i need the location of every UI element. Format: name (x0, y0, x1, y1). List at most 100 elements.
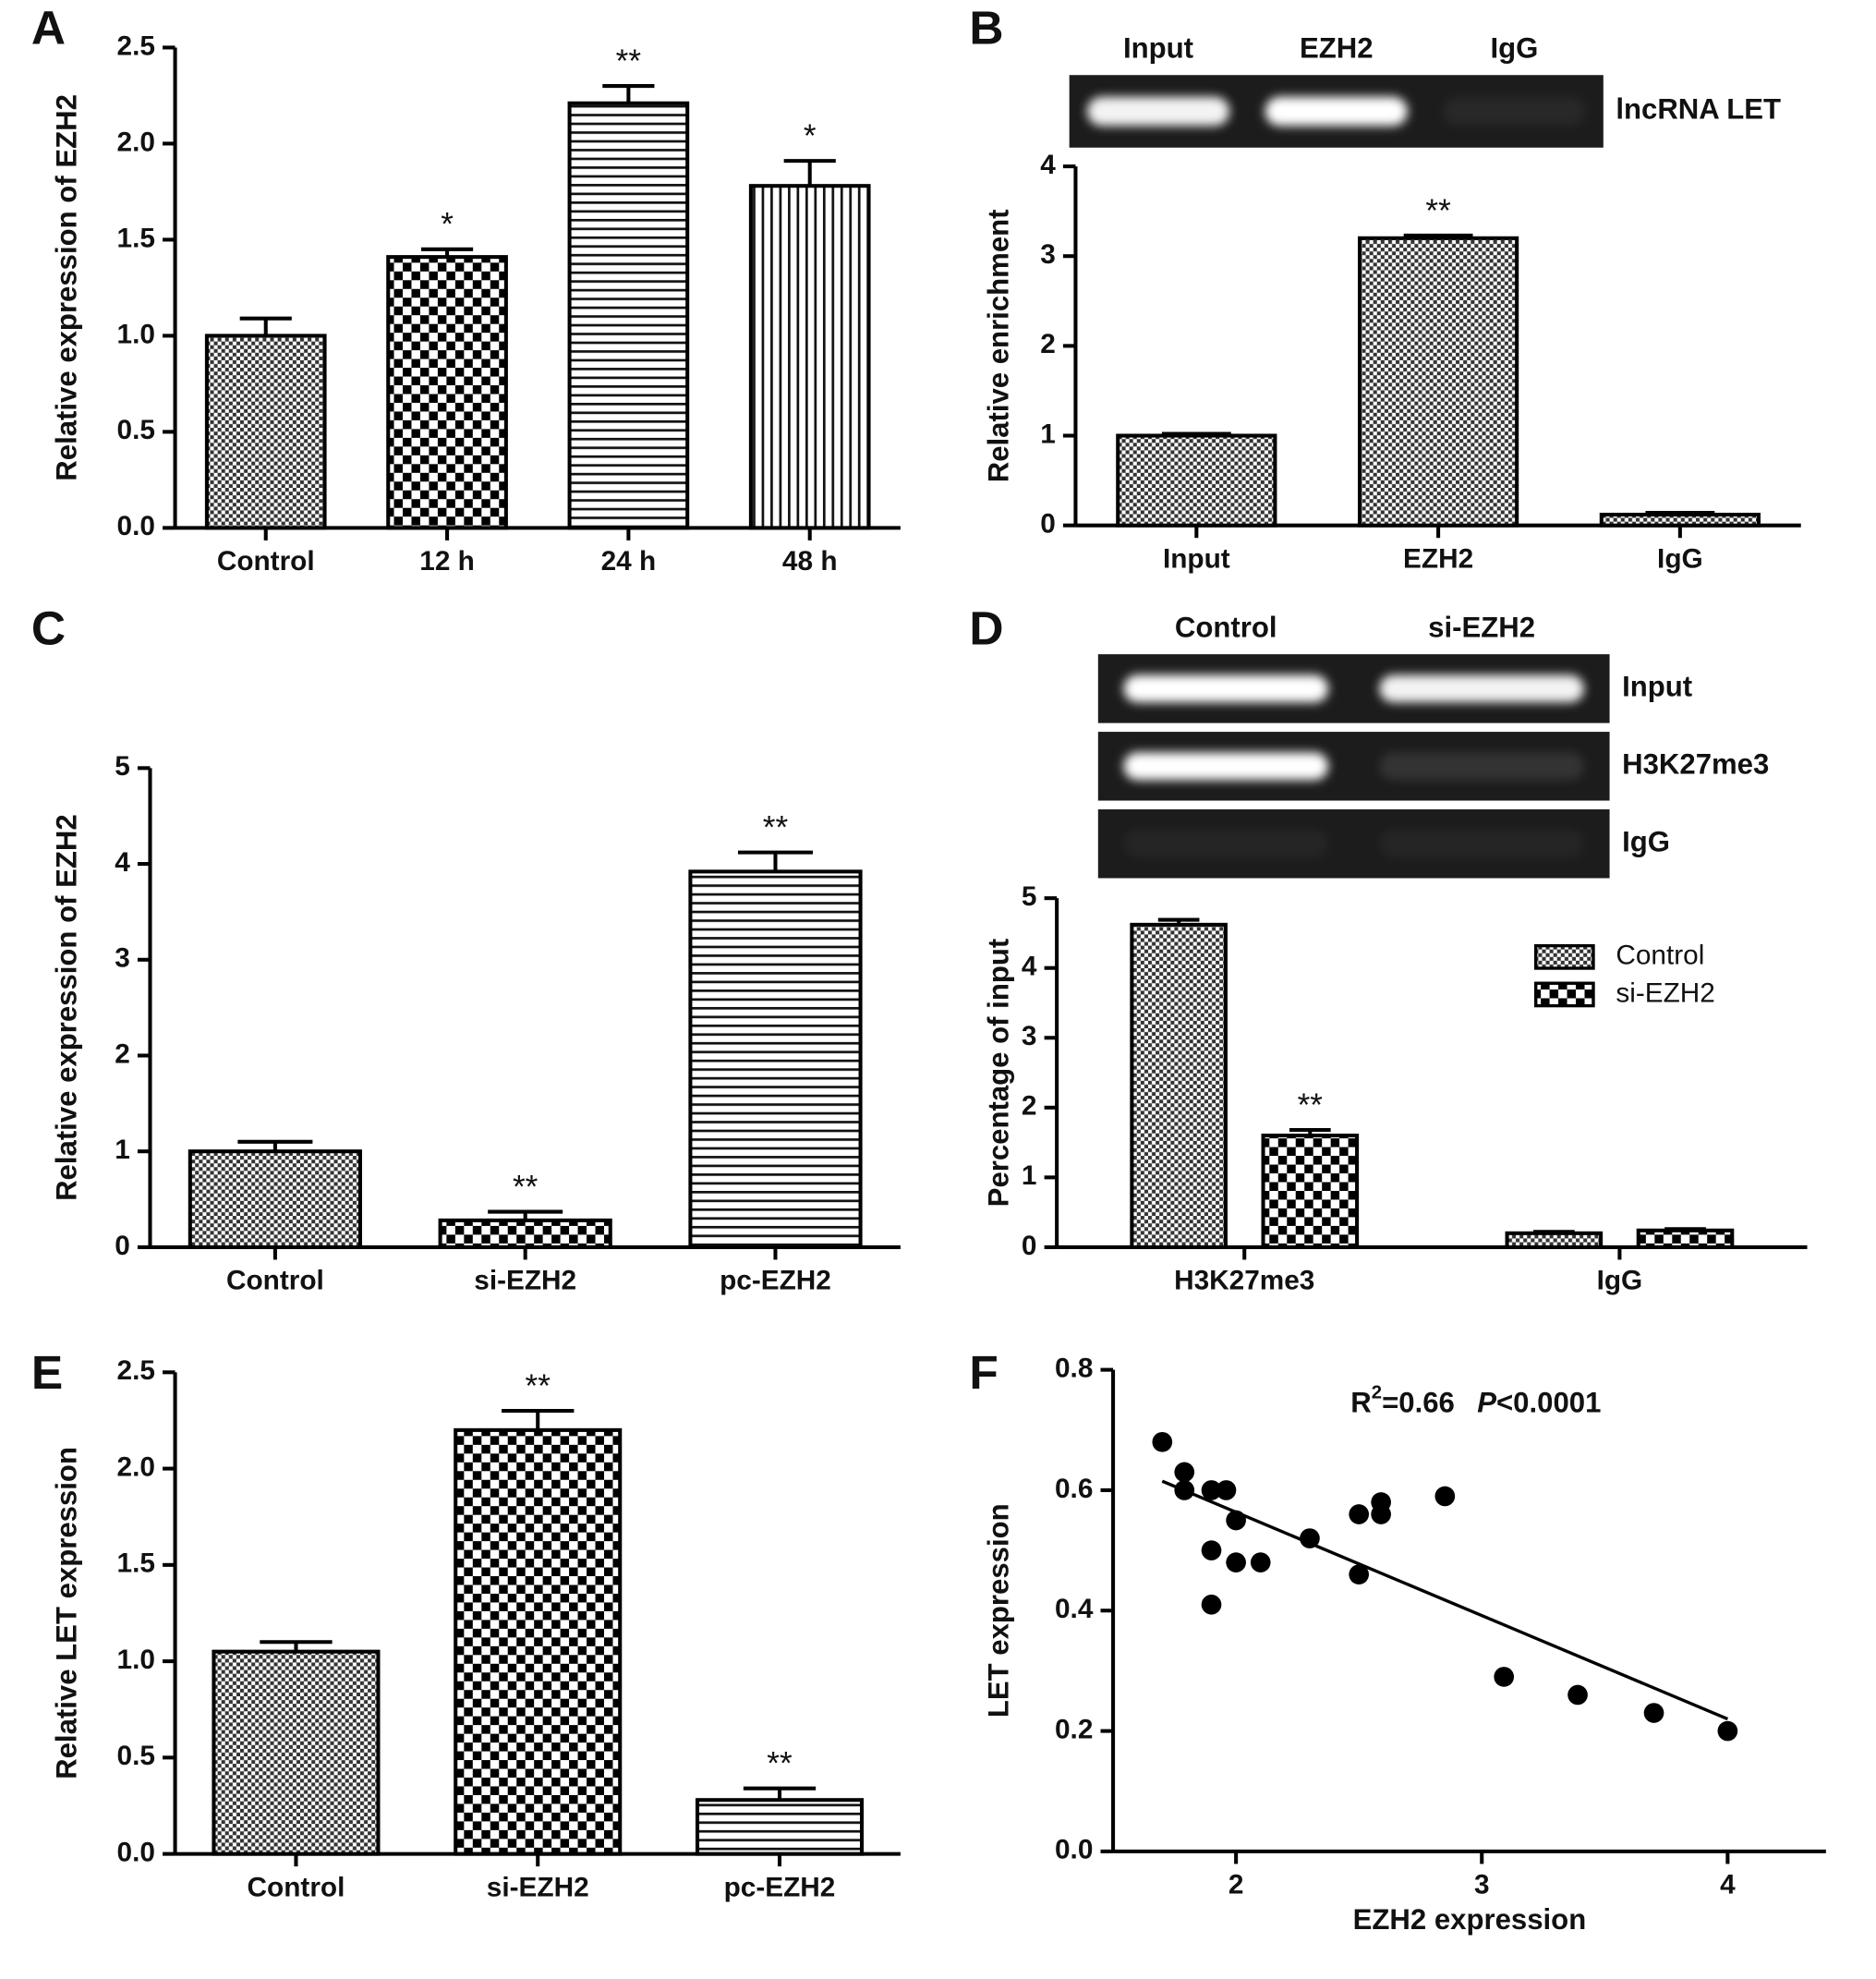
error-bar (1664, 1227, 1706, 1232)
panel-letter: C (31, 601, 66, 654)
bar (1261, 1134, 1360, 1249)
error-bar (1289, 1127, 1331, 1136)
error-bar (1161, 431, 1231, 436)
significance: ** (513, 1169, 539, 1205)
gel-band (1443, 96, 1586, 127)
bar (438, 1218, 612, 1249)
error-bar (420, 247, 474, 258)
bar (567, 101, 690, 530)
point (1250, 1552, 1271, 1572)
gel-lane-label: EZH2 (1300, 31, 1374, 64)
gel-band (1123, 752, 1329, 781)
gel-row-label: H3K27me3 (1622, 748, 1769, 781)
gel-row-label: Input (1622, 671, 1692, 703)
bar (212, 1649, 381, 1856)
legend-label: Control (1616, 941, 1704, 971)
y-tick-label: 2 (115, 1038, 130, 1069)
bar (1357, 236, 1519, 528)
x-tick-label: 24 h (601, 546, 657, 577)
panel-letter: D (969, 601, 1003, 654)
gel-band (1123, 830, 1329, 858)
point (1300, 1528, 1320, 1548)
point (1152, 1431, 1173, 1452)
y-tick-label: 1.5 (117, 1548, 155, 1579)
stat-part: <0.0001 (1496, 1387, 1601, 1419)
significance: ** (763, 810, 789, 846)
y-tick-label: 5 (1022, 881, 1037, 912)
y-tick-label: 1.5 (117, 223, 155, 253)
error-bar (783, 159, 836, 187)
error-bar (737, 850, 813, 872)
x-tick-label: Control (226, 1266, 324, 1296)
y-tick-label: 3 (115, 943, 130, 974)
bar (1599, 512, 1761, 528)
significance: ** (1425, 193, 1451, 229)
y-tick-label: 0 (1040, 509, 1056, 540)
y-tick-label: 1 (115, 1135, 130, 1165)
error-bar (602, 84, 655, 103)
bar (1130, 922, 1228, 1249)
y-axis-label: Relative expression of EZH2 (51, 94, 83, 481)
stat-part: 2 (1372, 1383, 1382, 1403)
gel-lane-label: IgG (1491, 31, 1539, 64)
gel-lane-label: Input (1123, 31, 1193, 64)
y-tick-label: 2 (1022, 1091, 1037, 1122)
bar (386, 255, 508, 530)
error-bar (260, 1640, 333, 1652)
y-tick-label: 4 (1040, 150, 1056, 180)
gel-row-label: lncRNA LET (1616, 93, 1781, 126)
error-bar (502, 1408, 575, 1430)
point (1201, 1480, 1222, 1500)
y-tick-label: 1.0 (117, 1645, 155, 1675)
panel-letter: A (31, 0, 66, 54)
bar (1636, 1228, 1735, 1249)
y-tick-label: 2.5 (117, 1355, 155, 1386)
bar (204, 334, 327, 530)
x-tick-label: IgG (1657, 543, 1703, 574)
x-tick-label: pc-EZH2 (724, 1872, 836, 1902)
point (1494, 1667, 1515, 1687)
point (1643, 1703, 1664, 1723)
error-bar (488, 1209, 563, 1220)
y-tick-label: 0.5 (117, 415, 155, 445)
y-tick-label: 5 (115, 751, 130, 782)
error-bar (1157, 917, 1200, 925)
y-tick-label: 0.4 (1055, 1594, 1094, 1624)
y-tick-label: 0 (1022, 1231, 1037, 1261)
error-bar (237, 1139, 313, 1152)
significance: ** (616, 43, 642, 79)
gel-band (1086, 96, 1230, 127)
gel-row-label: IgG (1622, 825, 1670, 857)
y-axis-label: Percentage of input (982, 939, 1014, 1208)
legend-label: si-EZH2 (1616, 977, 1715, 1008)
panel-letter: B (969, 0, 1003, 54)
panel-letter: F (969, 1345, 998, 1399)
significance: * (441, 207, 454, 243)
point (1174, 1462, 1195, 1483)
y-tick-label: 2.5 (117, 30, 155, 61)
y-axis-label: Relative expression of EZH2 (51, 814, 83, 1201)
point (1371, 1504, 1391, 1524)
stat-annotation: R2=0.66 P<0.0001 (1350, 1383, 1601, 1419)
significance: ** (526, 1368, 551, 1404)
gel-band (1379, 674, 1584, 703)
gel-band (1379, 752, 1584, 781)
y-tick-label: 4 (1022, 952, 1037, 982)
bar (454, 1427, 623, 1856)
y-tick-label: 1.0 (117, 319, 155, 349)
y-tick-label: 2.0 (117, 1451, 155, 1482)
bar (688, 869, 863, 1249)
x-tick-label: 2 (1228, 1870, 1244, 1900)
y-tick-label: 0.6 (1055, 1474, 1093, 1504)
bar (748, 184, 871, 530)
point (1434, 1486, 1456, 1507)
x-tick-label: 4 (1720, 1870, 1736, 1900)
significance: ** (1298, 1087, 1324, 1123)
y-axis-label: LET expression (982, 1503, 1014, 1718)
stat-part: =0.66 (1382, 1387, 1455, 1419)
bar (1116, 433, 1277, 528)
bar (695, 1798, 865, 1856)
y-tick-label: 0.0 (1055, 1835, 1093, 1865)
